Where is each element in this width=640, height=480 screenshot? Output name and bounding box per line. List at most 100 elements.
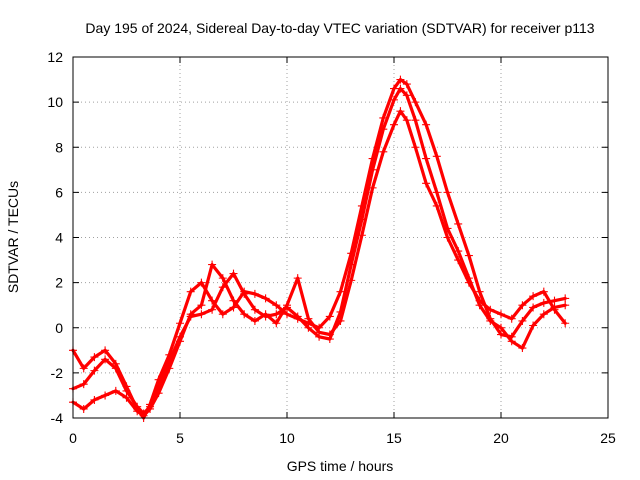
data-point	[197, 310, 206, 319]
data-point	[529, 292, 538, 301]
data-point	[325, 330, 334, 339]
data-point	[325, 312, 334, 321]
data-point	[250, 316, 259, 325]
data-point	[518, 344, 527, 353]
data-point	[454, 256, 463, 265]
y-tick-label: 2	[55, 275, 63, 291]
data-point	[402, 91, 411, 100]
data-point	[529, 321, 538, 330]
data-point	[122, 393, 131, 402]
data-point	[475, 287, 484, 296]
data-point	[379, 125, 388, 134]
data-point	[336, 287, 345, 296]
data-point	[111, 386, 120, 395]
data-point	[390, 120, 398, 129]
data-point	[357, 231, 366, 240]
y-tick-label: 4	[55, 230, 63, 246]
data-point	[197, 278, 206, 287]
data-point	[229, 303, 238, 312]
data-point	[79, 364, 88, 373]
data-point	[240, 289, 249, 298]
data-point	[379, 147, 388, 156]
data-point	[432, 188, 441, 197]
data-point	[368, 183, 377, 192]
data-point	[518, 301, 527, 310]
series-series-a	[69, 75, 570, 422]
data-point	[422, 179, 431, 188]
series-series-b	[69, 84, 570, 418]
data-point	[176, 319, 184, 328]
data-point	[101, 346, 110, 355]
data-point	[122, 386, 131, 395]
data-point	[347, 276, 356, 285]
data-point	[411, 116, 420, 125]
data-point	[411, 143, 420, 152]
data-point	[250, 289, 259, 298]
data-point	[208, 260, 217, 269]
data-point	[304, 314, 313, 323]
data-point	[197, 301, 206, 310]
data-point	[396, 75, 405, 84]
data-point	[507, 337, 516, 346]
grid-layer	[73, 57, 608, 418]
data-point	[261, 310, 270, 319]
data-point	[422, 120, 431, 129]
data-point	[154, 389, 163, 398]
series-line	[71, 109, 567, 418]
y-tick-label: 12	[47, 49, 63, 65]
data-layer	[69, 75, 570, 422]
data-point	[229, 296, 238, 305]
data-point	[539, 298, 548, 307]
data-point	[550, 296, 559, 305]
data-point	[293, 274, 302, 283]
series-line	[71, 78, 567, 420]
chart-title: Day 195 of 2024, Sidereal Day-to-day VTE…	[85, 20, 594, 36]
y-tick-label: 10	[47, 94, 63, 110]
data-point	[272, 301, 281, 310]
data-point	[422, 154, 431, 163]
data-point	[165, 364, 174, 373]
data-point	[218, 310, 227, 319]
data-point	[550, 305, 559, 314]
data-point	[283, 301, 291, 310]
data-point	[133, 407, 142, 416]
data-point	[304, 323, 313, 332]
data-point	[486, 305, 495, 314]
data-point	[240, 310, 249, 319]
x-tick-label: 0	[69, 430, 77, 446]
data-point	[443, 233, 452, 242]
data-point	[176, 337, 184, 346]
y-tick-label: -4	[51, 410, 64, 426]
data-point	[272, 319, 281, 328]
data-point	[486, 316, 495, 325]
data-point	[79, 380, 88, 389]
data-point	[272, 310, 281, 319]
data-point	[293, 312, 302, 321]
data-point	[146, 404, 155, 413]
data-point	[261, 294, 270, 303]
y-tick-label: 0	[55, 320, 63, 336]
data-point	[464, 251, 473, 260]
data-point	[561, 319, 570, 328]
data-point	[561, 294, 570, 303]
data-point	[90, 395, 99, 404]
data-point	[454, 219, 463, 228]
data-point	[250, 305, 259, 314]
data-point	[336, 316, 345, 325]
data-point	[402, 116, 411, 125]
data-point	[396, 107, 405, 116]
data-point	[497, 323, 505, 332]
data-point	[90, 366, 99, 375]
data-point	[218, 274, 227, 283]
data-point	[432, 201, 441, 210]
x-tick-label: 10	[279, 430, 295, 446]
series-line	[71, 87, 567, 416]
data-point	[507, 314, 516, 323]
data-point	[390, 95, 398, 104]
data-point	[111, 364, 120, 373]
data-point	[90, 353, 99, 362]
data-point	[315, 328, 324, 337]
data-point	[497, 330, 505, 339]
tick-layer: 0 5 10 15 20 25 -4 -2 0 2 4 6 8 10 12	[47, 49, 616, 446]
